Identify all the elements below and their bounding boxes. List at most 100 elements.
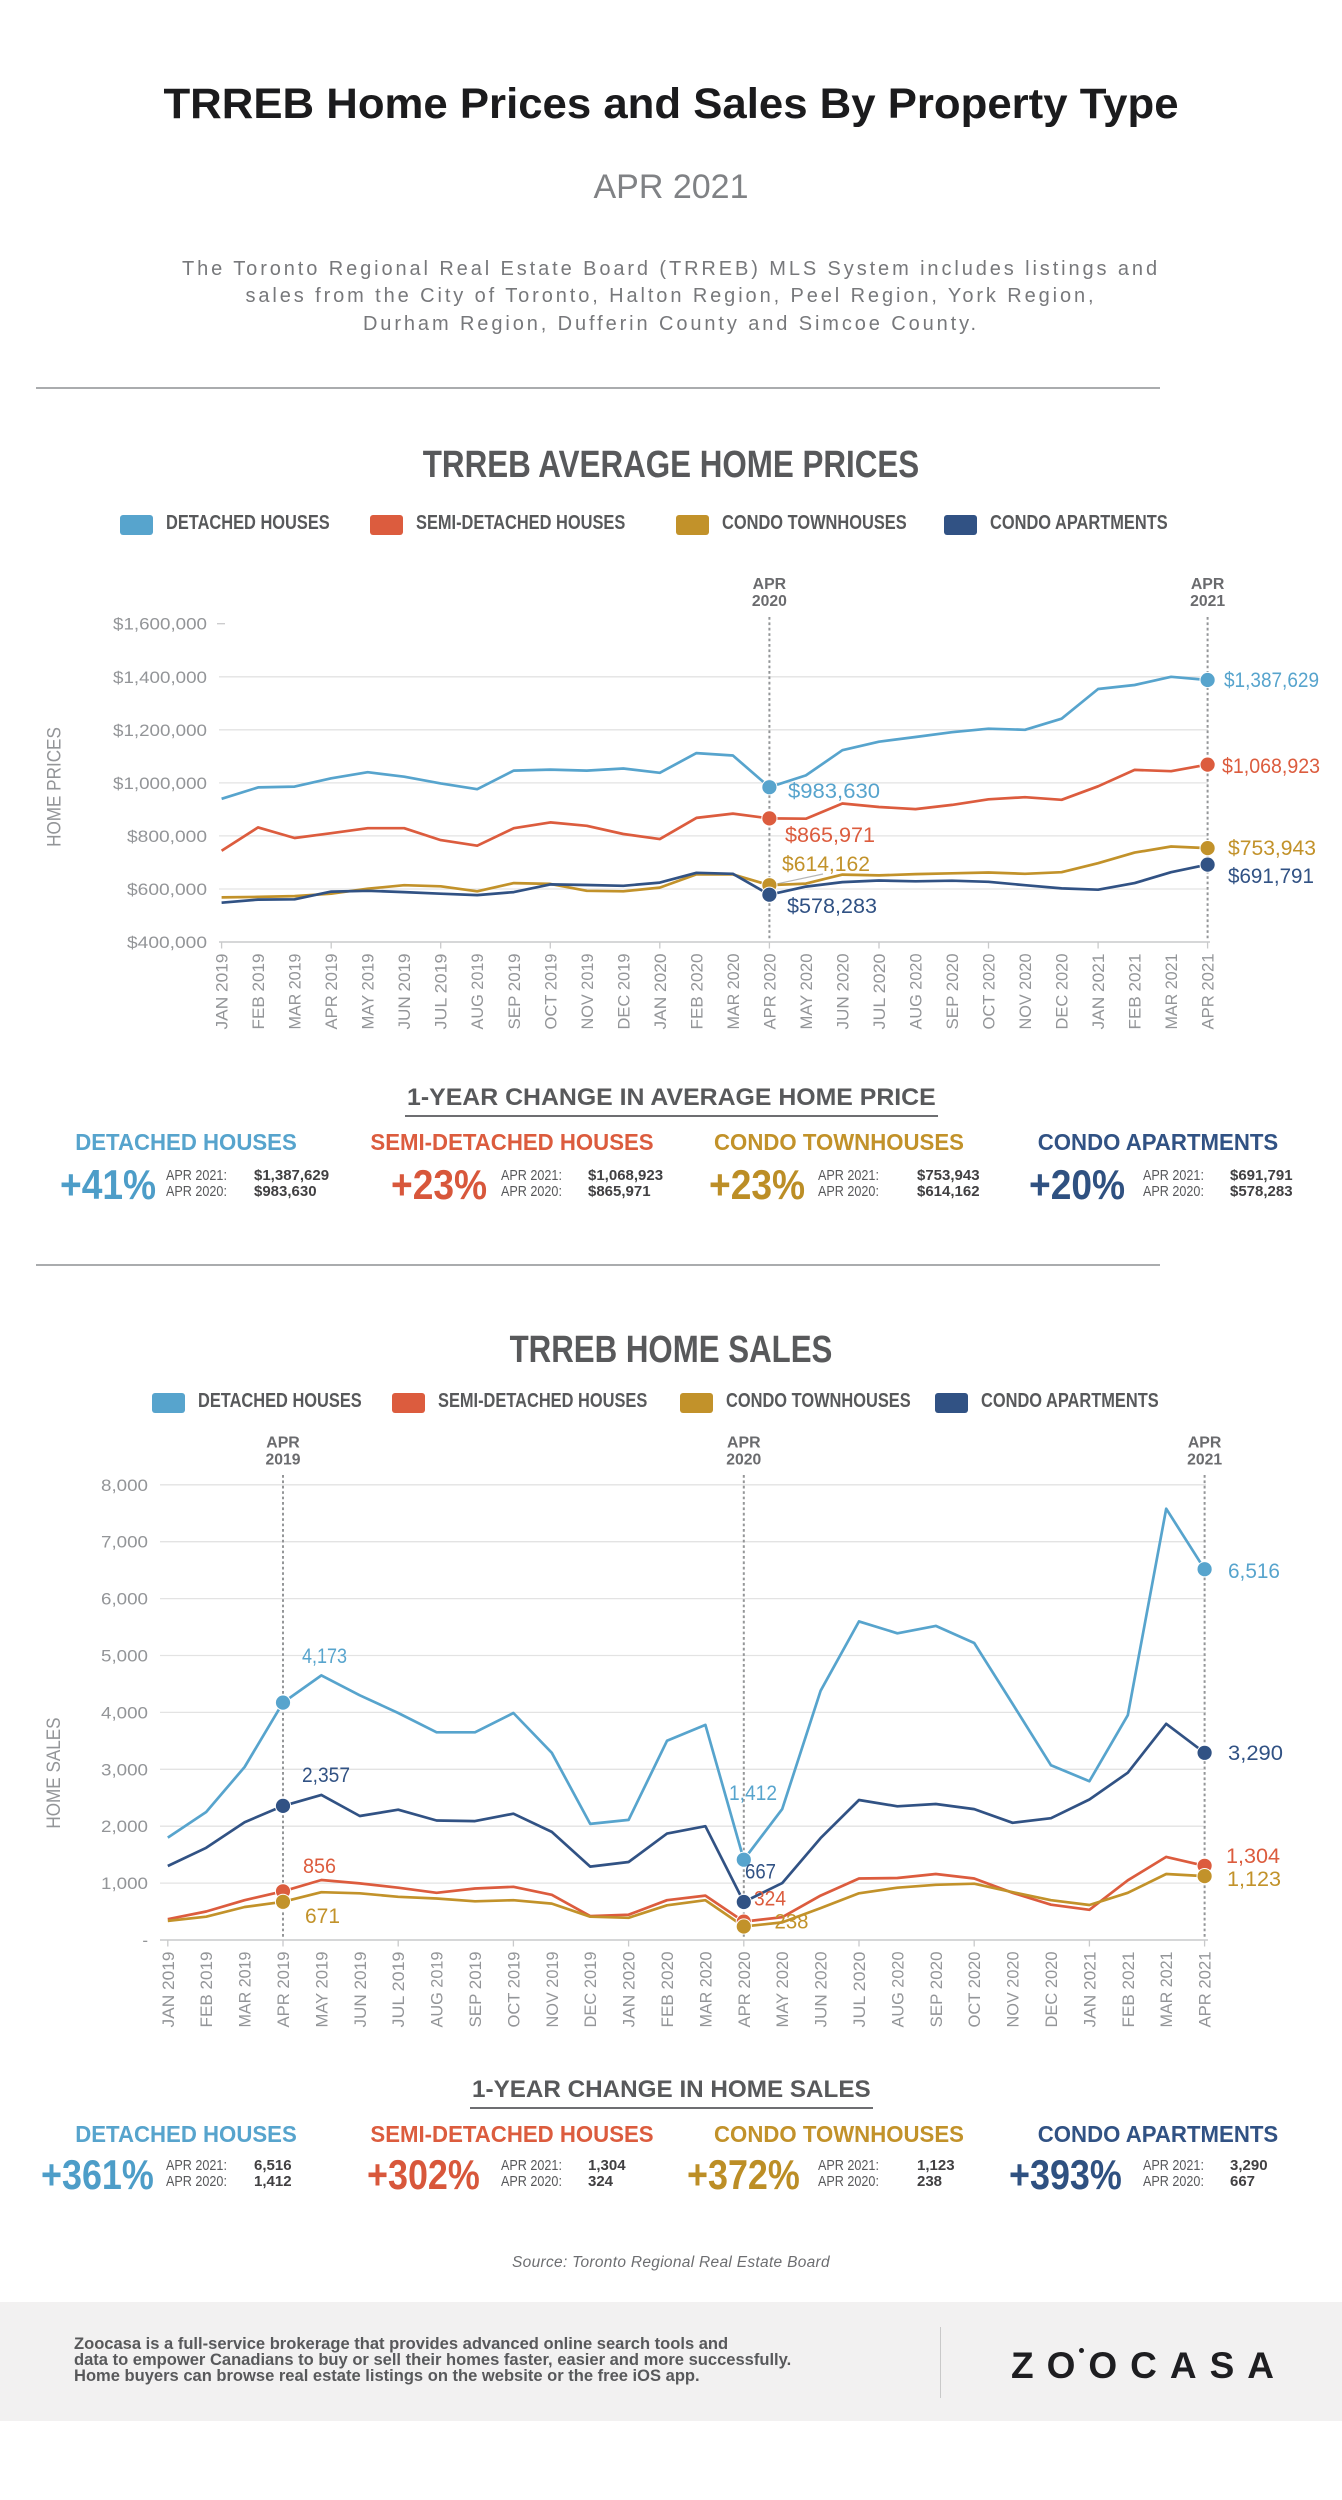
svg-text:JAN 2020: JAN 2020 <box>620 1952 639 2028</box>
svg-text:APR 2020: APR 2020 <box>735 1952 754 2028</box>
svg-text:MAR 2020: MAR 2020 <box>696 1952 715 2028</box>
svg-text:DEC 2019: DEC 2019 <box>614 954 633 1030</box>
svg-text:JUL 2019: JUL 2019 <box>432 954 451 1030</box>
svg-text:APR: APR <box>266 1435 300 1452</box>
svg-text:DEC 2020: DEC 2020 <box>1053 954 1072 1030</box>
svg-text:$983,630: $983,630 <box>788 779 880 803</box>
svg-text:MAY 2020: MAY 2020 <box>773 1952 792 2028</box>
svg-text:$1,400,000: $1,400,000 <box>113 668 207 687</box>
svg-text:MAY 2019: MAY 2019 <box>359 954 378 1030</box>
svg-text:APR: APR <box>727 1435 761 1452</box>
svg-text:AUG 2020: AUG 2020 <box>907 954 926 1030</box>
svg-text:5,000: 5,000 <box>101 1647 148 1666</box>
svg-text:NOV 2019: NOV 2019 <box>578 954 597 1030</box>
svg-text:APR: APR <box>753 576 787 593</box>
svg-text:2,000: 2,000 <box>101 1817 148 1836</box>
svg-text:6,000: 6,000 <box>101 1590 148 1609</box>
svg-text:APR 2021: APR 2021 <box>1199 954 1218 1030</box>
svg-text:$1,068,923: $1,068,923 <box>1222 754 1320 778</box>
svg-text:NOV 2020: NOV 2020 <box>1016 954 1035 1030</box>
svg-text:SEP 2019: SEP 2019 <box>466 1952 485 2028</box>
svg-text:JUL 2019: JUL 2019 <box>389 1952 408 2028</box>
svg-text:2020: 2020 <box>726 1452 761 1469</box>
svg-text:6,516: 6,516 <box>1228 1559 1280 1583</box>
svg-text:APR: APR <box>1188 1435 1222 1452</box>
svg-text:324: 324 <box>754 1887 786 1911</box>
svg-text:OCT 2019: OCT 2019 <box>541 954 560 1030</box>
svg-text:2021: 2021 <box>1190 593 1225 610</box>
svg-text:JAN 2020: JAN 2020 <box>651 954 670 1030</box>
svg-text:$600,000: $600,000 <box>127 880 207 899</box>
svg-text:JUN 2019: JUN 2019 <box>395 954 414 1030</box>
svg-text:MAY 2019: MAY 2019 <box>312 1952 331 2028</box>
svg-text:JUN 2019: JUN 2019 <box>351 1952 370 2028</box>
svg-text:$691,791: $691,791 <box>1228 864 1314 888</box>
svg-text:$614,162: $614,162 <box>782 852 870 876</box>
svg-text:$800,000: $800,000 <box>127 827 207 846</box>
svg-text:3,290: 3,290 <box>1228 1741 1283 1765</box>
svg-text:FEB 2021: FEB 2021 <box>1126 954 1145 1030</box>
svg-text:4,173: 4,173 <box>302 1644 347 1668</box>
svg-text:$1,387,629: $1,387,629 <box>1224 668 1319 692</box>
svg-text:FEB 2020: FEB 2020 <box>687 954 706 1030</box>
svg-text:1,412: 1,412 <box>729 1781 777 1805</box>
svg-text:8,000: 8,000 <box>101 1476 148 1495</box>
svg-text:OCT 2020: OCT 2020 <box>965 1952 984 2028</box>
svg-text:MAR 2020: MAR 2020 <box>724 954 743 1030</box>
svg-text:JAN 2021: JAN 2021 <box>1089 954 1108 1030</box>
svg-text:JUN 2020: JUN 2020 <box>812 1952 831 2028</box>
svg-text:JAN 2021: JAN 2021 <box>1080 1952 1099 2028</box>
svg-text:NOV 2019: NOV 2019 <box>543 1952 562 2028</box>
svg-text:JAN 2019: JAN 2019 <box>159 1952 178 2028</box>
svg-text:FEB 2021: FEB 2021 <box>1119 1952 1138 2028</box>
svg-text:JUL 2020: JUL 2020 <box>850 1952 869 2028</box>
svg-text:JAN 2019: JAN 2019 <box>213 954 232 1030</box>
svg-text:$753,943: $753,943 <box>1228 836 1316 860</box>
svg-text:$1,200,000: $1,200,000 <box>113 721 207 740</box>
svg-text:2020: 2020 <box>752 593 787 610</box>
svg-text:OCT 2019: OCT 2019 <box>504 1952 523 2028</box>
svg-text:APR 2019: APR 2019 <box>274 1952 293 2028</box>
svg-text:APR 2020: APR 2020 <box>760 954 779 1030</box>
svg-text:MAR 2019: MAR 2019 <box>286 954 305 1030</box>
svg-text:$1,000,000: $1,000,000 <box>113 774 207 793</box>
svg-text:2,357: 2,357 <box>302 1763 350 1787</box>
svg-text:AUG 2019: AUG 2019 <box>468 954 487 1030</box>
svg-text:671: 671 <box>305 1904 340 1928</box>
svg-text:APR 2019: APR 2019 <box>322 954 341 1030</box>
svg-text:MAR 2021: MAR 2021 <box>1157 1952 1176 2028</box>
svg-text:JUL 2020: JUL 2020 <box>870 954 889 1030</box>
svg-text:667: 667 <box>745 1860 776 1884</box>
svg-text:$865,971: $865,971 <box>785 823 875 847</box>
svg-text:AUG 2019: AUG 2019 <box>428 1952 447 2028</box>
svg-text:JUN 2020: JUN 2020 <box>833 954 852 1030</box>
svg-text:MAR 2019: MAR 2019 <box>236 1952 255 2028</box>
svg-text:4,000: 4,000 <box>101 1703 148 1722</box>
svg-text:APR 2021: APR 2021 <box>1196 1952 1215 2028</box>
svg-text:SEP 2020: SEP 2020 <box>943 954 962 1030</box>
svg-text:DEC 2019: DEC 2019 <box>581 1952 600 2028</box>
svg-text:$400,000: $400,000 <box>127 933 207 952</box>
svg-text:APR: APR <box>1191 576 1225 593</box>
svg-text:MAY 2020: MAY 2020 <box>797 954 816 1030</box>
svg-text:FEB 2019: FEB 2019 <box>249 954 268 1030</box>
svg-text:NOV 2020: NOV 2020 <box>1004 1952 1023 2028</box>
svg-text:SEP 2019: SEP 2019 <box>505 954 524 1030</box>
svg-text:7,000: 7,000 <box>101 1533 148 1552</box>
svg-text:1,304: 1,304 <box>1226 1844 1280 1868</box>
svg-text:DEC 2020: DEC 2020 <box>1042 1952 1061 2028</box>
svg-text:$1,600,000: $1,600,000 <box>113 615 207 634</box>
svg-text:856: 856 <box>303 1854 336 1878</box>
svg-text:OCT 2020: OCT 2020 <box>980 954 999 1030</box>
svg-text:1,123: 1,123 <box>1227 1867 1281 1891</box>
svg-text:FEB 2019: FEB 2019 <box>197 1952 216 2028</box>
svg-text:-: - <box>142 1931 148 1950</box>
svg-text:2019: 2019 <box>266 1452 301 1469</box>
svg-text:SEP 2020: SEP 2020 <box>927 1952 946 2028</box>
svg-text:MAR 2021: MAR 2021 <box>1162 954 1181 1030</box>
svg-text:$578,283: $578,283 <box>787 894 877 918</box>
svg-text:2021: 2021 <box>1187 1452 1222 1469</box>
svg-text:AUG 2020: AUG 2020 <box>888 1952 907 2028</box>
svg-text:238: 238 <box>775 1910 809 1934</box>
svg-text:FEB 2020: FEB 2020 <box>658 1952 677 2028</box>
